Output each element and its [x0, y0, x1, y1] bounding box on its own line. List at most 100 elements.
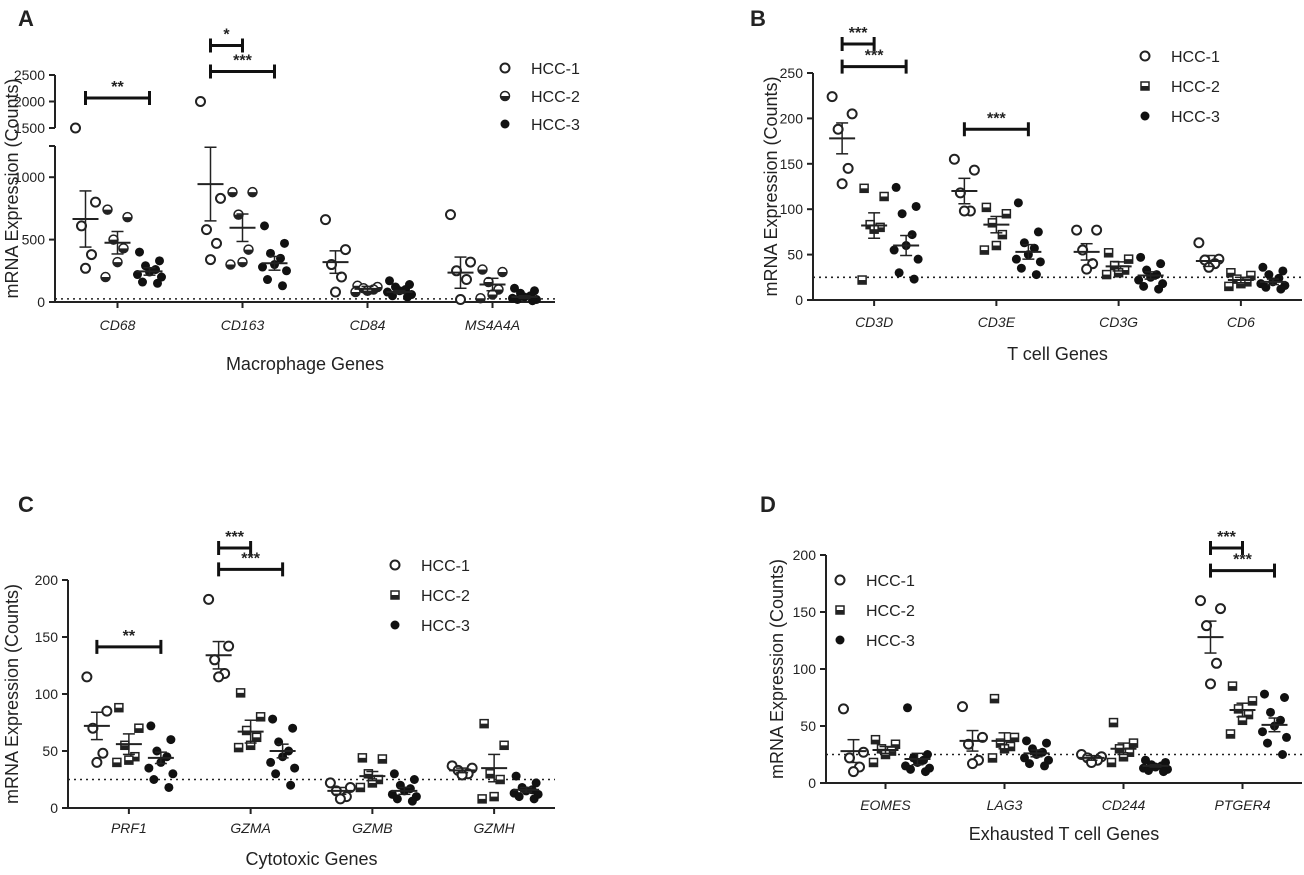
data-point [1077, 244, 1089, 256]
x-axis-title: Macrophage Genes [226, 354, 384, 374]
data-point [1040, 761, 1049, 771]
legend-marker-half [500, 96, 510, 101]
y-tick-label: 150 [35, 629, 59, 645]
data-point-half [1104, 252, 1113, 257]
significance-label: *** [865, 48, 884, 65]
panel-b: B 0 50 100 150 200 250 CD3D CD3E CD3G CD6 T cell Ge… [750, 6, 1302, 364]
y-tick-label: 2000 [14, 94, 45, 110]
data-point-half [234, 747, 243, 752]
y-tick-label: 100 [780, 201, 804, 217]
data-point [826, 91, 838, 103]
data-point [1091, 224, 1103, 236]
data-point [1278, 266, 1288, 276]
data-point-half [1010, 737, 1019, 742]
data-point [90, 196, 101, 208]
data-point-half [881, 754, 890, 759]
gene-label: CD244 [1102, 797, 1146, 813]
legend-label: HCC-3 [531, 117, 580, 134]
panel-letter: A [18, 6, 34, 31]
data-point [223, 640, 235, 652]
data-point [290, 763, 300, 773]
data-point [268, 714, 278, 724]
data-point [1264, 270, 1274, 280]
y-tick-label: 50 [800, 718, 816, 734]
data-point-half [368, 782, 377, 787]
data-point [1042, 738, 1051, 748]
data-point [1033, 227, 1043, 237]
data-point-half [486, 773, 495, 778]
legend-label: HCC-2 [866, 603, 915, 620]
data-point [842, 162, 854, 174]
data-point-half [891, 744, 900, 749]
data-point [897, 209, 907, 219]
data-point [146, 721, 156, 731]
data-point [948, 153, 960, 165]
gene-label: CD68 [100, 317, 136, 333]
data-point-half [123, 217, 132, 222]
significance-label: *** [1217, 529, 1236, 546]
data-point [1215, 603, 1226, 615]
gene-label: CD3G [1099, 314, 1138, 330]
data-point-half [358, 757, 367, 762]
data-point [97, 747, 109, 759]
data-point-half [236, 692, 245, 697]
data-point [907, 230, 917, 240]
data-point-half [478, 798, 487, 803]
data-point-half [982, 207, 991, 212]
data-point [1156, 259, 1166, 269]
data-point-half [356, 787, 365, 792]
data-point [461, 274, 472, 286]
data-point [407, 796, 417, 806]
gene-label: LAG3 [987, 797, 1023, 813]
data-point [1159, 767, 1168, 777]
data-point [282, 266, 291, 276]
data-point-half [1002, 213, 1011, 218]
data-point-half [1115, 748, 1124, 753]
y-axis-title: mRNA Expression (Counts) [761, 76, 781, 296]
legend-marker [390, 620, 400, 630]
data-point-half [1114, 272, 1123, 277]
data-point [1266, 707, 1275, 717]
data-point-half [1107, 762, 1116, 767]
data-point-half [478, 269, 487, 275]
data-point-half [120, 745, 129, 750]
data-point [215, 192, 226, 204]
data-point [909, 274, 919, 284]
data-point-half [248, 192, 257, 197]
y-tick-label: 250 [780, 65, 804, 81]
panel-letter: D [760, 492, 776, 517]
data-point-half [238, 262, 247, 267]
data-point-half [1224, 286, 1233, 291]
data-point-half [1124, 259, 1133, 264]
data-point [101, 705, 113, 717]
gene-label: GZMB [352, 820, 392, 836]
data-point [155, 256, 164, 266]
x-axis-title: Cytotoxic Genes [245, 849, 377, 869]
data-point [389, 769, 399, 779]
y-tick-label: 2500 [14, 67, 45, 83]
data-point-half [351, 292, 360, 297]
data-point-half [226, 264, 235, 270]
legend-marker [1140, 111, 1150, 121]
data-point-half [988, 757, 997, 762]
y-tick-label: 150 [780, 156, 804, 172]
panel-letter: C [18, 492, 34, 517]
panel-c: C 0 50 100 150 200 PRF1 GZMA GZMB GZMH Cytotoxic G… [2, 492, 555, 869]
legend-marker-half [836, 610, 844, 614]
data-point [209, 654, 221, 666]
panel-letter: B [750, 6, 766, 31]
legend-marker [834, 574, 846, 586]
data-point-half [114, 707, 123, 712]
data-point-half [1228, 686, 1237, 691]
data-point [409, 775, 419, 784]
gene-label: CD84 [350, 317, 386, 333]
data-point [320, 214, 331, 226]
y-axis-title: mRNA Expression (Counts) [767, 559, 787, 779]
data-point [266, 248, 275, 258]
data-point [1139, 281, 1149, 291]
data-point [889, 245, 899, 255]
data-point [1258, 262, 1268, 272]
data-point-half [1129, 743, 1138, 748]
data-point [274, 737, 284, 747]
data-point-half [1226, 733, 1235, 738]
